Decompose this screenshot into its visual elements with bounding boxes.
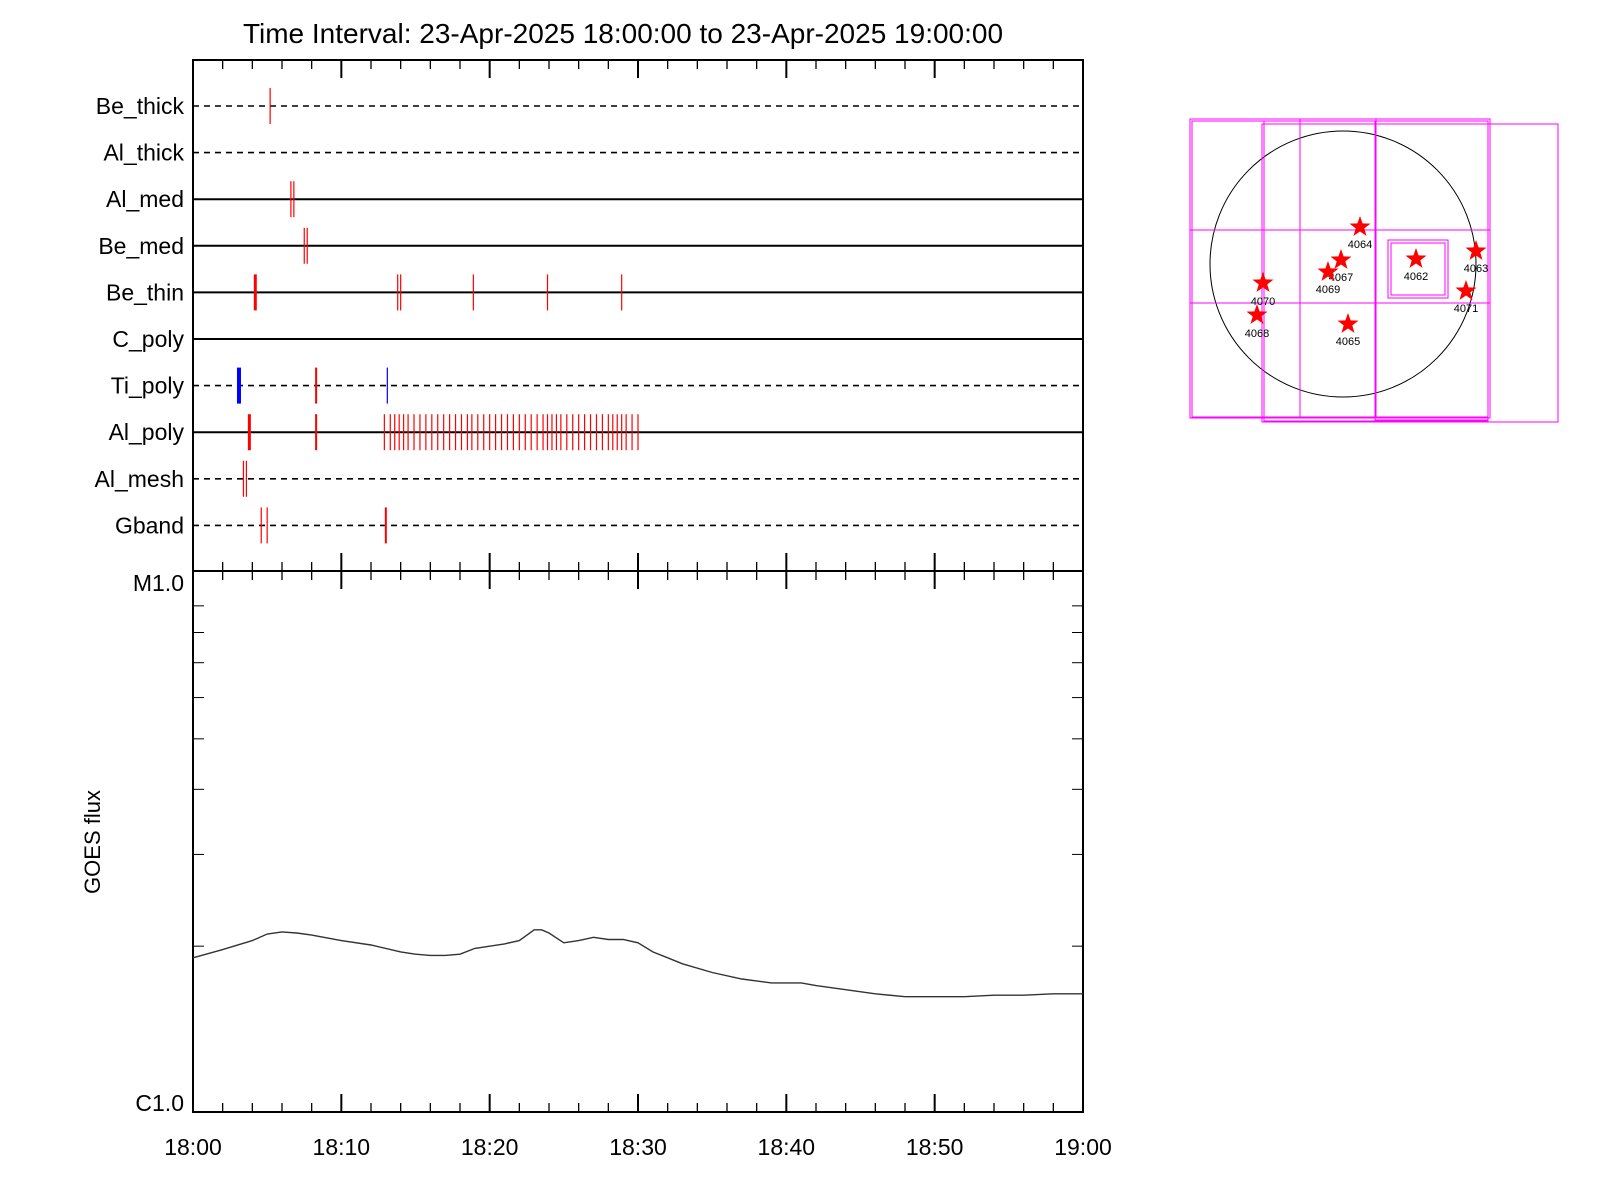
filter-label: Al_thick — [103, 140, 184, 166]
filter-row-be-thick: Be_thick — [96, 88, 1083, 124]
filter-label: Gband — [115, 512, 184, 538]
region-label: 4067 — [1329, 272, 1353, 284]
x-tick-label: 18:30 — [609, 1134, 667, 1160]
region-label: 4071 — [1454, 303, 1478, 315]
filter-row-be-med: Be_med — [98, 227, 1083, 264]
star-icon — [1455, 280, 1477, 300]
star-icon — [1252, 272, 1274, 292]
fov-box — [1191, 120, 1489, 418]
filter-label: Be_thick — [96, 93, 185, 119]
filter-row-al-mesh: Al_mesh — [95, 460, 1083, 497]
region-label: 4063 — [1464, 263, 1488, 275]
goes-flux-line — [192, 929, 1083, 998]
star-icon — [1330, 249, 1352, 269]
x-tick-label: 18:20 — [461, 1134, 519, 1160]
region-4063: 4063 — [1464, 240, 1488, 275]
fov-box — [1261, 123, 1559, 423]
x-tick-label: 18:40 — [758, 1134, 816, 1160]
filter-row-al-med: Al_med — [106, 181, 1083, 218]
filter-label: Be_thin — [106, 279, 184, 305]
star-icon — [1349, 216, 1371, 236]
filter-label: Al_mesh — [95, 466, 184, 492]
region-label: 4070 — [1251, 296, 1275, 308]
x-tick-label: 18:10 — [313, 1134, 371, 1160]
region-4068: 4068 — [1245, 304, 1269, 340]
region-label: 4065 — [1336, 336, 1360, 348]
y-tick-label-bottom: C1.0 — [135, 1090, 184, 1116]
star-icon — [1465, 240, 1487, 260]
region-4062: 4062 — [1404, 248, 1428, 283]
filter-row-gband: Gband — [115, 507, 1083, 544]
x-tick-label: 18:50 — [906, 1134, 964, 1160]
filter-row-ti-poly: Ti_poly — [111, 367, 1083, 404]
region-4071: 4071 — [1454, 280, 1478, 315]
region-4065: 4065 — [1336, 313, 1360, 348]
fov-box — [1374, 120, 1489, 421]
filter-timeline-panel: Be_thick Al_thick Al_med Be_med Be_thin C_pol… — [95, 59, 1084, 572]
filter-label: C_poly — [112, 326, 184, 352]
y-tick-label-top: M1.0 — [133, 570, 184, 596]
time-axis: 18:00 18:10 18:20 18:30 18:40 18:50 19:00 — [164, 60, 1112, 1160]
filter-row-c-poly: C_poly — [112, 326, 1083, 352]
filter-label: Ti_poly — [111, 373, 185, 399]
chart-title: Time Interval: 23-Apr-2025 18:00:00 to 2… — [243, 18, 1003, 49]
region-label: 4062 — [1404, 271, 1428, 283]
filter-row-al-thick: Al_thick — [103, 140, 1083, 166]
region-label: 4069 — [1316, 284, 1340, 296]
filter-label: Be_med — [98, 233, 184, 259]
sun-map: 4064 4063 4067 4062 4069 4070 4071 4068 4065 — [1189, 118, 1559, 423]
filter-panel-frame — [192, 59, 1084, 572]
fov-box — [1299, 118, 1377, 419]
fov-box — [1387, 239, 1449, 299]
x-tick-label: 19:00 — [1054, 1134, 1112, 1160]
region-4064: 4064 — [1348, 216, 1372, 251]
x-tick-label: 18:00 — [164, 1134, 222, 1160]
filter-row-be-thin: Be_thin — [106, 274, 1083, 311]
fov-box — [1390, 242, 1446, 296]
flux-panel-frame — [192, 570, 1084, 1113]
filter-row-al-poly: Al_poly — [109, 414, 1083, 451]
region-4067: 4067 — [1329, 249, 1353, 284]
filter-label: Al_poly — [109, 419, 185, 445]
star-icon — [1317, 261, 1339, 281]
filter-label: Al_med — [106, 186, 184, 212]
star-icon — [1246, 304, 1268, 324]
star-icon — [1337, 313, 1359, 333]
region-4069: 4069 — [1316, 261, 1340, 296]
region-4070: 4070 — [1251, 272, 1275, 308]
goes-flux-panel: M1.0 C1.0 GOES flux — [80, 570, 1084, 1116]
region-label: 4064 — [1348, 239, 1372, 251]
solar-disk — [1209, 130, 1477, 398]
region-label: 4068 — [1245, 328, 1269, 340]
star-icon — [1405, 248, 1427, 268]
y-axis-label: GOES flux — [80, 790, 105, 894]
